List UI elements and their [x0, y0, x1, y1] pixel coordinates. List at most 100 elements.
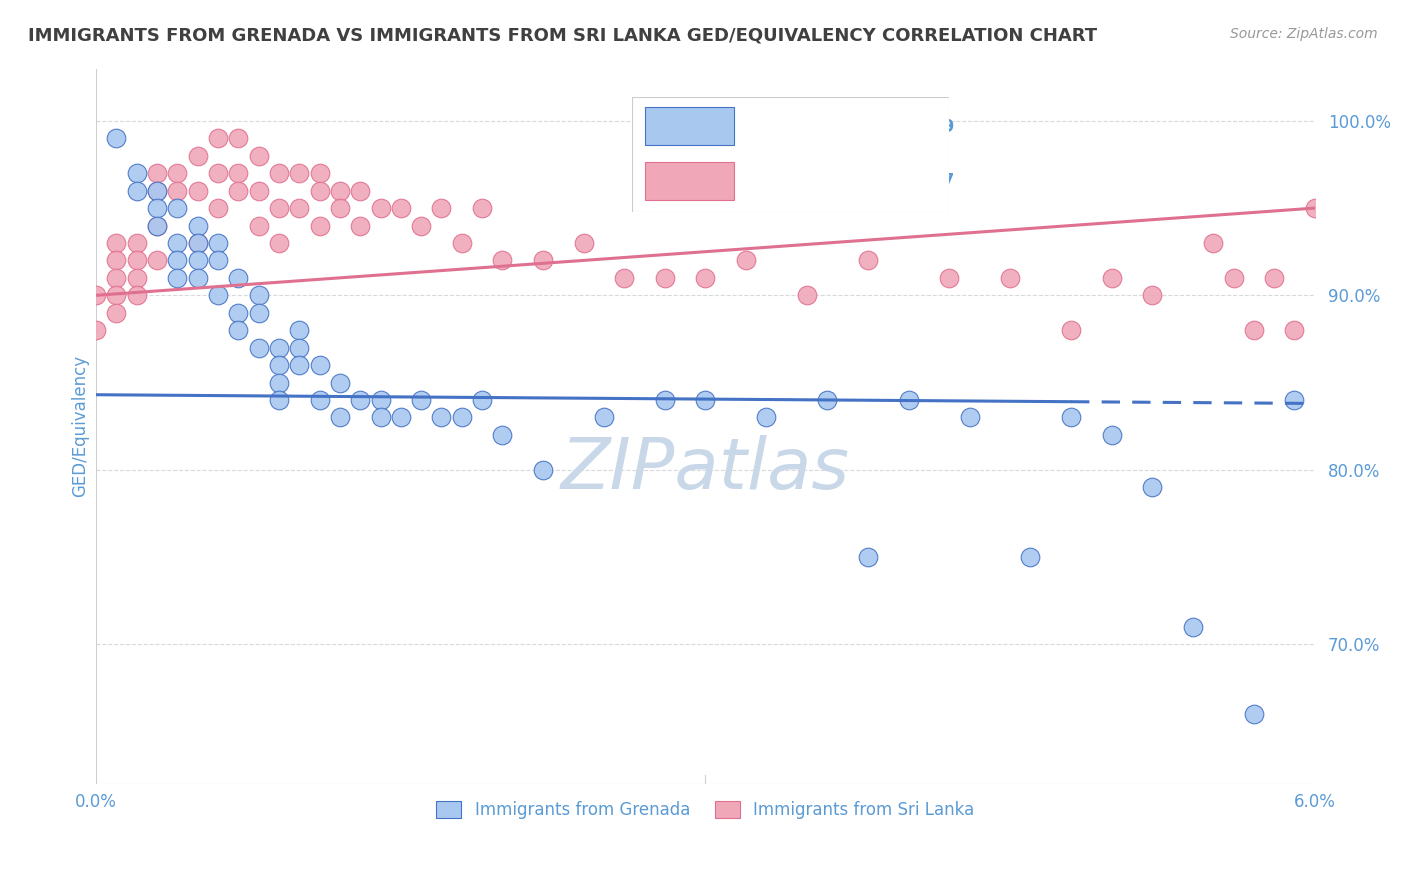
- Point: [146, 184, 169, 198]
- Point: [247, 184, 270, 198]
- Point: [1284, 323, 1306, 337]
- Point: [166, 184, 188, 198]
- Point: [187, 184, 209, 198]
- Point: [1019, 549, 1042, 564]
- Point: [329, 410, 352, 425]
- Point: [531, 463, 554, 477]
- Point: [1243, 323, 1265, 337]
- Point: [755, 410, 778, 425]
- Point: [146, 184, 169, 198]
- Point: [1222, 270, 1244, 285]
- Point: [938, 270, 960, 285]
- Point: [1181, 620, 1204, 634]
- Point: [166, 270, 188, 285]
- Point: [654, 392, 676, 407]
- Point: [105, 270, 128, 285]
- Point: [105, 288, 128, 302]
- Point: [247, 149, 270, 163]
- Point: [370, 410, 392, 425]
- Point: [267, 201, 290, 215]
- Point: [146, 166, 169, 180]
- Point: [329, 184, 352, 198]
- Point: [267, 392, 290, 407]
- Point: [1101, 270, 1123, 285]
- Point: [897, 392, 920, 407]
- Point: [349, 219, 371, 233]
- Point: [288, 166, 311, 180]
- Point: [267, 376, 290, 390]
- Point: [105, 253, 128, 268]
- Point: [1243, 706, 1265, 721]
- Point: [471, 392, 494, 407]
- Point: [187, 235, 209, 250]
- Text: IMMIGRANTS FROM GRENADA VS IMMIGRANTS FROM SRI LANKA GED/EQUIVALENCY CORRELATION: IMMIGRANTS FROM GRENADA VS IMMIGRANTS FR…: [28, 27, 1097, 45]
- Point: [1060, 323, 1083, 337]
- Point: [288, 358, 311, 372]
- Point: [288, 201, 311, 215]
- Point: [267, 166, 290, 180]
- Point: [288, 341, 311, 355]
- Point: [796, 288, 818, 302]
- Point: [1101, 427, 1123, 442]
- Text: Source: ZipAtlas.com: Source: ZipAtlas.com: [1230, 27, 1378, 41]
- Point: [389, 201, 412, 215]
- Point: [349, 184, 371, 198]
- Point: [228, 323, 250, 337]
- Point: [411, 392, 433, 407]
- Point: [166, 201, 188, 215]
- Point: [187, 253, 209, 268]
- Point: [572, 235, 595, 250]
- Point: [105, 131, 128, 145]
- Point: [228, 131, 250, 145]
- Point: [228, 270, 250, 285]
- Point: [166, 235, 188, 250]
- Point: [125, 166, 148, 180]
- Point: [654, 270, 676, 285]
- Point: [207, 253, 229, 268]
- Point: [207, 201, 229, 215]
- Point: [146, 219, 169, 233]
- Point: [228, 166, 250, 180]
- Point: [370, 392, 392, 407]
- Point: [430, 410, 453, 425]
- Point: [308, 166, 330, 180]
- Point: [308, 358, 330, 372]
- Point: [430, 201, 453, 215]
- Point: [735, 253, 758, 268]
- Point: [207, 131, 229, 145]
- Point: [491, 427, 513, 442]
- Point: [613, 270, 636, 285]
- Point: [228, 306, 250, 320]
- Point: [247, 306, 270, 320]
- Point: [1142, 288, 1164, 302]
- Point: [349, 392, 371, 407]
- Point: [308, 392, 330, 407]
- Point: [1202, 235, 1225, 250]
- Point: [411, 219, 433, 233]
- Point: [187, 149, 209, 163]
- Text: ZIPatlas: ZIPatlas: [561, 434, 851, 504]
- Point: [695, 270, 717, 285]
- Point: [856, 253, 879, 268]
- Point: [450, 410, 472, 425]
- Point: [146, 219, 169, 233]
- Point: [389, 410, 412, 425]
- Point: [105, 235, 128, 250]
- Point: [247, 288, 270, 302]
- Point: [125, 184, 148, 198]
- Point: [84, 288, 107, 302]
- Point: [267, 341, 290, 355]
- Point: [370, 201, 392, 215]
- Point: [1060, 410, 1083, 425]
- Point: [1263, 270, 1285, 285]
- Point: [84, 323, 107, 337]
- Point: [450, 235, 472, 250]
- Point: [247, 219, 270, 233]
- Point: [1142, 480, 1164, 494]
- Point: [1284, 392, 1306, 407]
- Point: [105, 306, 128, 320]
- Point: [146, 253, 169, 268]
- Point: [267, 235, 290, 250]
- Point: [207, 166, 229, 180]
- Point: [815, 392, 838, 407]
